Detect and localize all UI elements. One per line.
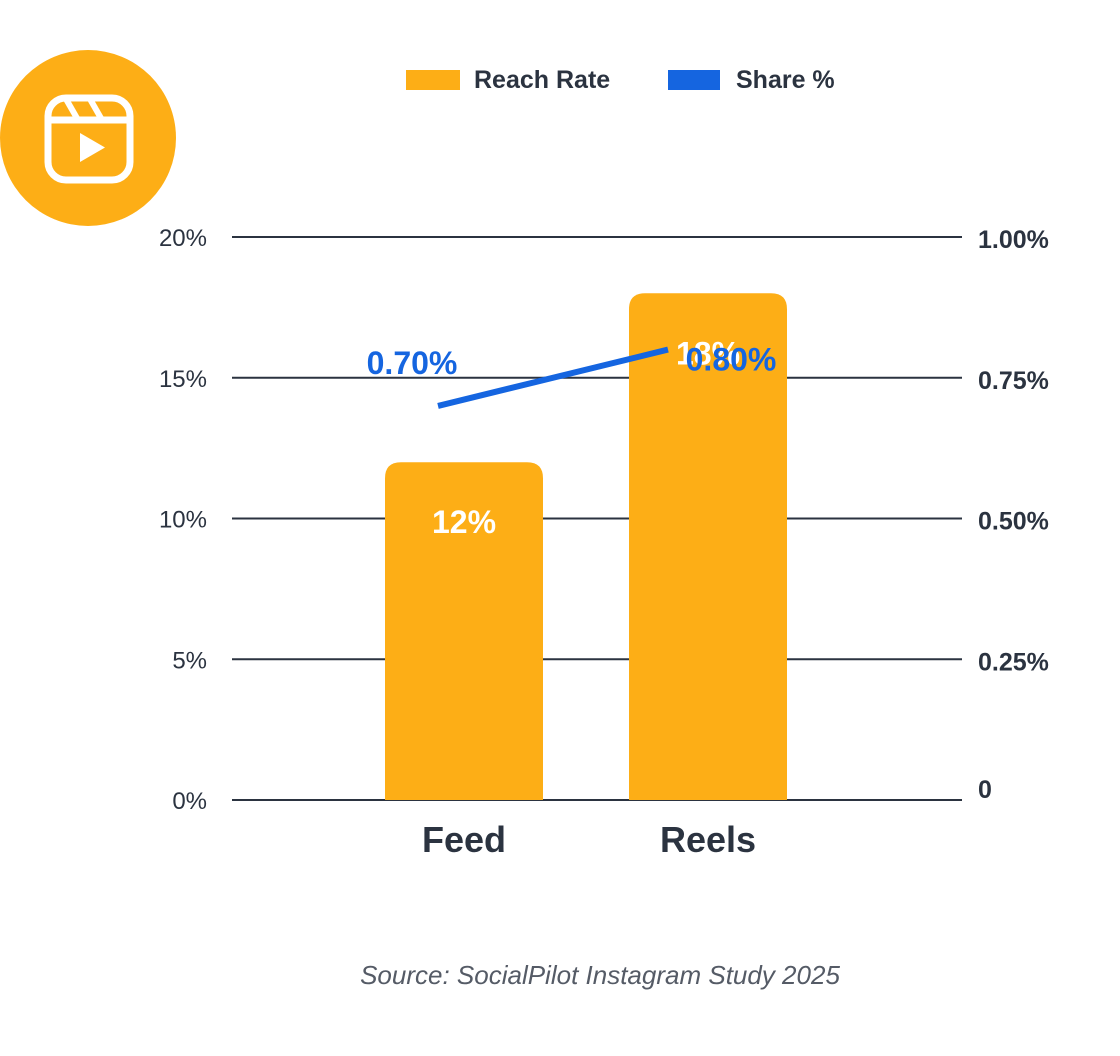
left-tick-label: 5% <box>172 647 207 674</box>
legend-swatch-share <box>668 70 720 90</box>
category-label: Feed <box>422 819 506 860</box>
legend-swatch-reach-rate <box>406 70 460 90</box>
gridlines <box>232 236 962 801</box>
left-tick-label: 20% <box>159 225 207 252</box>
left-tick-label: 15% <box>159 366 207 393</box>
category-label: Reels <box>660 819 756 860</box>
line-value-label: 0.70% <box>367 345 458 381</box>
line-value-label: 0.80% <box>686 342 777 378</box>
share-line-series: 0.70% 0.80% <box>367 342 777 409</box>
right-tick-label: 0.75% <box>978 367 1049 395</box>
legend-label-share: Share % <box>736 66 835 94</box>
bar-reels <box>629 293 787 800</box>
right-tick-label: 0.50% <box>978 508 1049 536</box>
bar-value-label: 12% <box>432 504 496 540</box>
right-axis-ticks: 0 0.25% 0.50% 0.75% 1.00% <box>978 226 1049 804</box>
legend-label-reach-rate: Reach Rate <box>474 66 610 94</box>
legend: Reach Rate Share % <box>406 66 835 94</box>
right-tick-label: 0.25% <box>978 648 1049 676</box>
bar-feed <box>385 462 543 800</box>
share-line <box>437 346 669 409</box>
bar-value-label: 18% <box>676 335 740 371</box>
bars: 12% 18% <box>385 293 787 800</box>
reels-icon <box>0 50 176 226</box>
source-note: Source: SocialPilot Instagram Study 2025 <box>360 960 840 990</box>
right-tick-label: 1.00% <box>978 226 1049 254</box>
left-tick-label: 10% <box>159 507 207 534</box>
left-tick-label: 0% <box>172 788 207 815</box>
right-tick-label: 0 <box>978 776 992 804</box>
left-axis-ticks: 0% 5% 10% 15% 20% <box>159 225 207 815</box>
category-labels: Feed Reels <box>422 819 756 860</box>
